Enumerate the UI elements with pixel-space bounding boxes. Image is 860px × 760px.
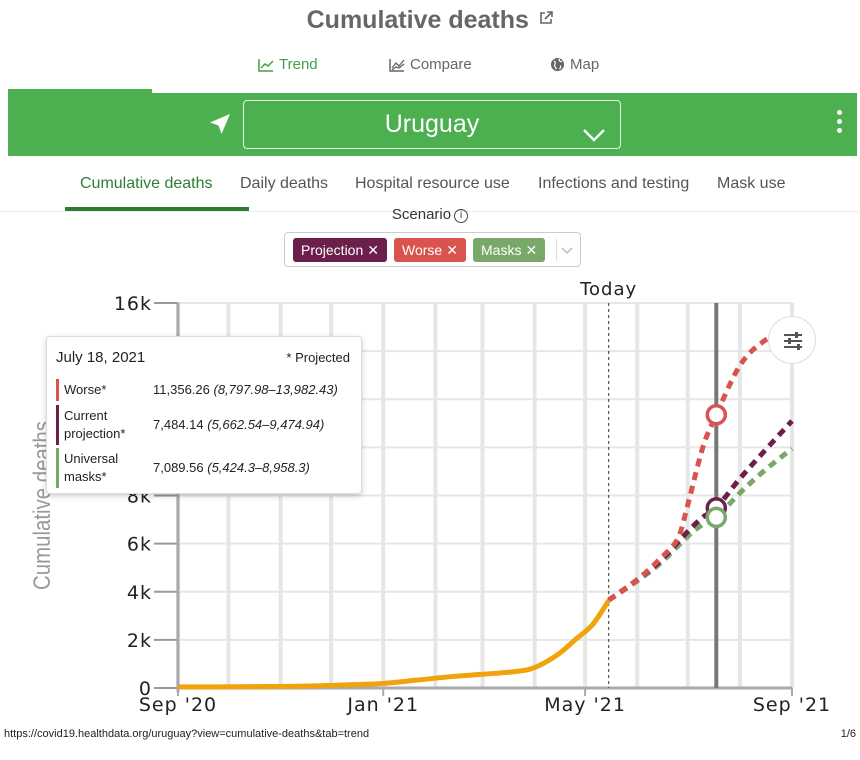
tooltip-row-universal-masks: Universal masks* 7,089.56 (5,424.3–8,958… (56, 448, 356, 488)
chip-masks-label: Masks (481, 242, 522, 258)
footer-page-number: 1/6 (840, 728, 856, 740)
view-tabs: Trend Compare Map (0, 56, 860, 92)
globe-icon (550, 57, 565, 72)
tooltip-value: 7,089.56 (5,424.3–8,958.3) (153, 460, 310, 475)
series-line-worse (607, 324, 794, 603)
chevron-down-icon (582, 114, 606, 161)
info-icon[interactable]: i (454, 209, 469, 223)
x-tick-label: May '21 (544, 694, 626, 716)
tooltip-value-range: (5,424.3–8,958.3) (207, 460, 310, 475)
tab-infections-and-testing[interactable]: Infections and testing (538, 175, 690, 192)
tab-hospital-resource-use[interactable]: Hospital resource use (355, 175, 510, 192)
series-color-bar (56, 405, 59, 445)
tooltip-date: July 18, 2021 (56, 349, 146, 366)
chart-tooltip: July 18, 2021 * Projected Worse* 11,356.… (46, 336, 362, 494)
y-tick-label: 4k (127, 582, 152, 604)
today-label: Today (579, 279, 637, 300)
remove-icon[interactable]: ✕ (525, 242, 538, 258)
view-tab-underline (8, 89, 152, 93)
location-arrow-icon[interactable] (208, 112, 232, 141)
chip-worse-label: Worse (402, 242, 443, 258)
tooltip-value-range: (8,797.98–13,982.43) (213, 382, 338, 397)
title-row: Cumulative deaths (0, 6, 860, 35)
tooltip-value: 7,484.14 (5,662.54–9,474.94) (153, 417, 324, 432)
chip-projection-label: Projection (301, 242, 364, 258)
chevron-down-icon[interactable] (556, 239, 576, 261)
y-tick-label: 2k (127, 630, 152, 652)
metric-tab-underline (65, 207, 249, 211)
more-options-icon[interactable] (835, 110, 843, 137)
y-tick-label: 6k (127, 534, 152, 556)
x-tick-label: Sep '21 (753, 694, 831, 716)
series-color-bar (56, 379, 59, 401)
chip-masks[interactable]: Masks ✕ (473, 238, 546, 262)
remove-icon[interactable]: ✕ (367, 242, 379, 258)
chip-worse[interactable]: Worse ✕ (394, 238, 466, 262)
compare-chart-icon (389, 58, 405, 72)
y-tick-label: 0 (139, 678, 152, 700)
tab-compare[interactable]: Compare (389, 56, 472, 73)
tooltip-row-worse: Worse* 11,356.26 (8,797.98–13,982.43) (56, 379, 356, 401)
location-select[interactable]: Uruguay (243, 100, 621, 149)
remove-icon[interactable]: ✕ (446, 242, 458, 258)
tooltip-value-number: 7,484.14 (153, 417, 204, 432)
metric-tabs: Cumulative deaths Daily deaths Hospital … (0, 160, 860, 212)
tooltip-note: * Projected (286, 350, 350, 365)
hover-marker-worse (705, 403, 728, 426)
y-tick-label: 16k (114, 293, 152, 315)
chart-settings-button[interactable] (768, 316, 816, 364)
tooltip-value-range: (5,662.54–9,474.94) (207, 417, 325, 432)
tab-cumulative-deaths[interactable]: Cumulative deaths (80, 175, 213, 192)
tooltip-series-name: Current projection* (64, 408, 126, 441)
location-bar: Uruguay (8, 93, 857, 156)
tooltip-row-current-projection: Current projection* 7,484.14 (5,662.54–9… (56, 405, 356, 445)
chip-projection[interactable]: Projection ✕ (293, 238, 387, 262)
series-line-observed (177, 598, 611, 690)
tab-mask-use[interactable]: Mask use (717, 175, 786, 192)
scenario-label-row: Scenario i (0, 206, 860, 223)
external-link-icon[interactable] (539, 11, 554, 30)
tab-trend[interactable]: Trend (258, 56, 318, 73)
tooltip-series-name: Worse* (64, 382, 107, 397)
scenario-label: Scenario (391, 206, 452, 223)
series-color-bar (56, 448, 59, 488)
trend-chart-icon (258, 58, 274, 72)
tab-trend-label: Trend (279, 56, 318, 73)
tab-compare-label: Compare (410, 56, 472, 73)
x-tick-label: Sep '20 (139, 694, 217, 716)
tooltip-value: 11,356.26 (8,797.98–13,982.43) (153, 382, 338, 397)
tooltip-value-number: 7,089.56 (153, 460, 204, 475)
x-tick-label: Jan '21 (346, 694, 419, 716)
page-title: Cumulative deaths (306, 6, 529, 34)
location-name: Uruguay (384, 110, 480, 138)
sliders-icon (784, 332, 802, 350)
tooltip-value-number: 11,356.26 (153, 382, 210, 397)
tooltip-series-name: Universal masks* (64, 451, 119, 484)
tab-map-label: Map (570, 56, 600, 73)
footer-url: https://covid19.healthdata.org/uruguay?v… (4, 728, 370, 740)
hover-marker-universal-masks (705, 506, 728, 529)
scenario-select[interactable]: Projection ✕ Worse ✕ Masks ✕ (284, 232, 581, 267)
tab-map[interactable]: Map (550, 56, 599, 73)
tab-daily-deaths[interactable]: Daily deaths (240, 175, 329, 192)
